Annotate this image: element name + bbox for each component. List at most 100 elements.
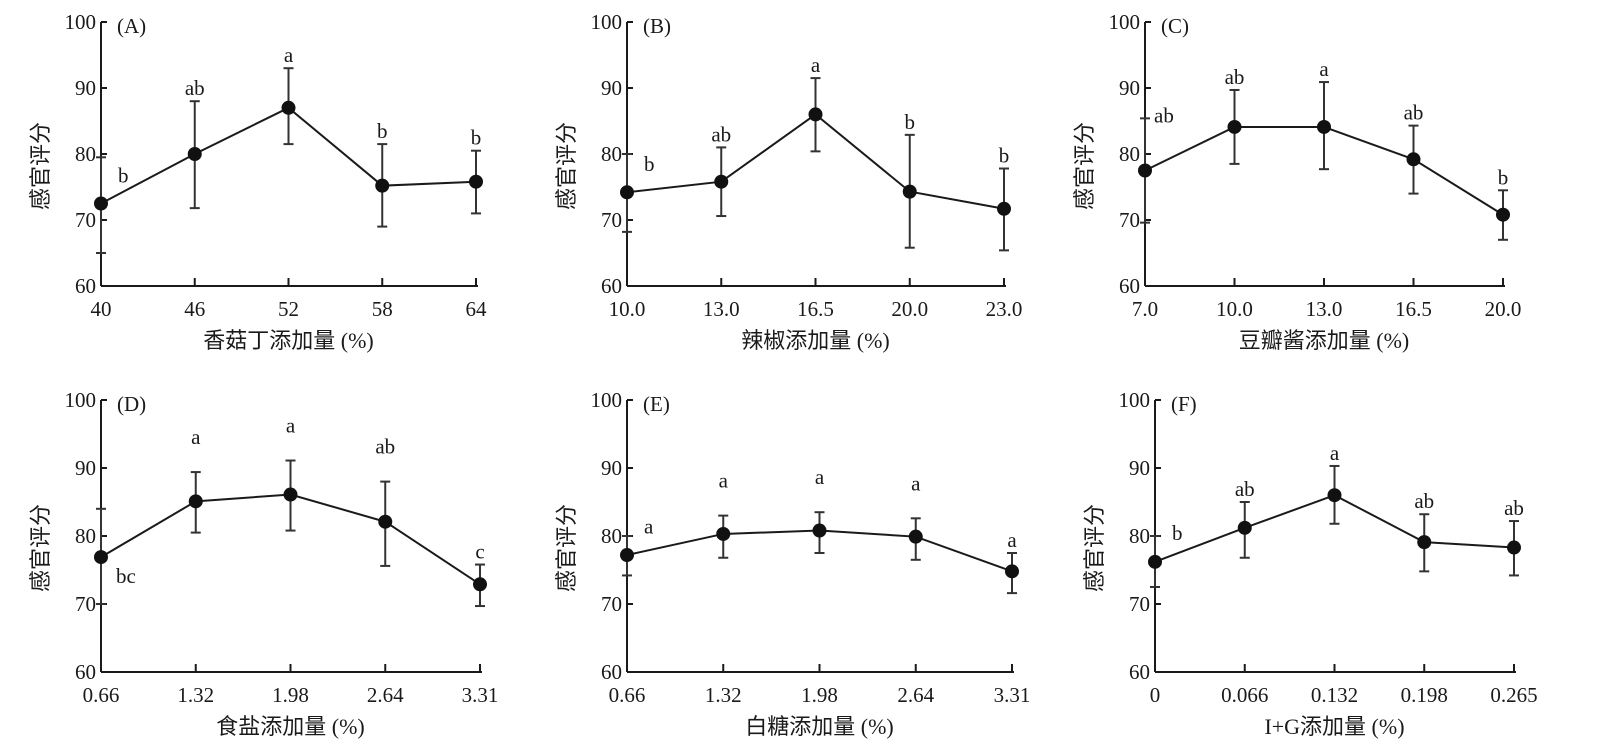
y-tick-label: 100 <box>65 388 97 412</box>
y-axis-title: 感官评分 <box>1082 504 1107 592</box>
data-point <box>812 523 827 538</box>
significance-label: a <box>1330 441 1340 465</box>
x-tick-label: 0.132 <box>1311 683 1358 707</box>
data-point <box>283 487 298 502</box>
x-tick-label: 13.0 <box>1306 297 1343 321</box>
data-point <box>1138 163 1152 178</box>
significance-label: ab <box>1404 101 1424 125</box>
x-axis-title: 辣椒添加量 (%) <box>741 328 889 353</box>
data-point <box>1496 207 1510 222</box>
significance-label: b <box>118 163 129 187</box>
data-point <box>1417 535 1432 550</box>
panel-label: (E) <box>643 392 670 416</box>
data-point <box>620 548 634 563</box>
x-tick-label: 52 <box>278 297 299 321</box>
significance-label: a <box>284 43 294 67</box>
y-tick-label: 100 <box>1109 10 1141 34</box>
panel-label: (D) <box>117 392 146 416</box>
y-tick-label: 90 <box>1129 456 1150 480</box>
significance-label: a <box>286 414 296 438</box>
significance-label: c <box>475 540 484 564</box>
x-tick-label: 20.0 <box>1485 297 1522 321</box>
y-tick-label: 80 <box>601 142 622 166</box>
data-point <box>187 147 202 161</box>
x-axis-title: 豆瓣酱添加量 (%) <box>1239 328 1409 353</box>
significance-label: ab <box>1225 65 1245 89</box>
x-tick-label: 58 <box>372 297 393 321</box>
y-tick-label: 90 <box>601 76 622 100</box>
significance-label: a <box>911 471 921 495</box>
x-axis-title: 白糖添加量 (%) <box>745 714 893 739</box>
y-tick-label: 80 <box>75 524 96 548</box>
y-tick-label: 60 <box>601 274 622 298</box>
significance-label: ab <box>711 122 731 146</box>
data-point <box>1227 119 1242 134</box>
significance-label: a <box>1319 57 1329 81</box>
x-axis-title: 香菇丁添加量 (%) <box>203 328 373 353</box>
x-tick-label: 0.198 <box>1401 683 1448 707</box>
y-axis-title: 感官评分 <box>28 122 53 210</box>
y-tick-label: 90 <box>75 456 96 480</box>
panel-label: (C) <box>1161 14 1189 38</box>
x-tick-label: 0.66 <box>609 683 646 707</box>
significance-label: a <box>644 514 654 538</box>
data-point <box>1317 119 1331 134</box>
x-tick-label: 13.0 <box>703 297 740 321</box>
data-point <box>1327 488 1342 503</box>
y-tick-label: 60 <box>75 660 96 684</box>
x-tick-label: 1.32 <box>177 683 214 707</box>
data-point <box>473 577 487 592</box>
y-tick-label: 80 <box>1129 524 1150 548</box>
x-tick-label: 2.64 <box>367 683 404 707</box>
y-tick-label: 90 <box>1119 76 1140 100</box>
y-tick-label: 60 <box>601 660 622 684</box>
significance-label: ab <box>1235 477 1255 501</box>
significance-label: b <box>905 110 916 134</box>
data-point <box>188 494 203 509</box>
y-tick-label: 70 <box>75 592 96 616</box>
significance-label: ab <box>1504 496 1524 520</box>
x-tick-label: 0.66 <box>83 683 120 707</box>
panel-label: (F) <box>1171 392 1197 416</box>
y-tick-label: 70 <box>1119 208 1140 232</box>
x-axis-title: 食盐添加量 (%) <box>216 714 364 739</box>
y-tick-label: 70 <box>601 208 622 232</box>
x-tick-label: 10.0 <box>609 297 646 321</box>
x-tick-label: 1.98 <box>801 683 838 707</box>
x-tick-label: 3.31 <box>994 683 1031 707</box>
significance-label: a <box>815 465 825 489</box>
y-tick-label: 100 <box>591 388 623 412</box>
chart-panel-a: 60 70 80 90 100 40 46 52 58 64 香菇丁添加量 (%) 感官评分 (A) b a… <box>28 10 487 353</box>
x-tick-label: 7.0 <box>1132 297 1158 321</box>
x-tick-label: 16.5 <box>797 297 834 321</box>
y-tick-label: 90 <box>75 76 96 100</box>
data-point <box>469 174 483 189</box>
significance-label: ab <box>1154 103 1174 127</box>
data-point <box>902 184 917 199</box>
y-tick-label: 70 <box>75 208 96 232</box>
data-point <box>1507 540 1521 555</box>
significance-label: b <box>1172 521 1183 545</box>
y-tick-label: 90 <box>601 456 622 480</box>
panel-label: (B) <box>643 14 671 38</box>
significance-label: ab <box>185 76 205 100</box>
data-point <box>1005 564 1019 579</box>
data-point <box>1406 152 1421 167</box>
y-tick-label: 100 <box>591 10 623 34</box>
y-tick-label: 100 <box>1119 388 1151 412</box>
y-tick-label: 60 <box>75 274 96 298</box>
data-point <box>281 100 296 115</box>
data-point <box>1148 554 1162 569</box>
x-tick-label: 10.0 <box>1216 297 1253 321</box>
chart-panel-f: 60 70 80 90 100 0 0.066 0.132 0.198 0.265 I+G添加量 (… <box>1082 388 1538 739</box>
x-tick-label: 0 <box>1150 683 1161 707</box>
chart-panel-e: 60 70 80 90 100 0.66 1.32 1.98 2.64 3.31 白糖添加量 (%)… <box>554 388 1030 739</box>
significance-label: ab <box>375 435 395 459</box>
x-tick-label: 46 <box>184 297 205 321</box>
chart-panel-b: 60 70 80 90 100 10.0 13.0 16.5 20.0 23.0 辣椒添加量 (%)… <box>554 10 1022 353</box>
significance-label: bc <box>116 564 136 588</box>
y-axis-title: 感官评分 <box>1072 122 1097 210</box>
x-tick-label: 0.265 <box>1490 683 1537 707</box>
y-axis-title: 感官评分 <box>554 122 579 210</box>
data-point <box>94 550 108 565</box>
